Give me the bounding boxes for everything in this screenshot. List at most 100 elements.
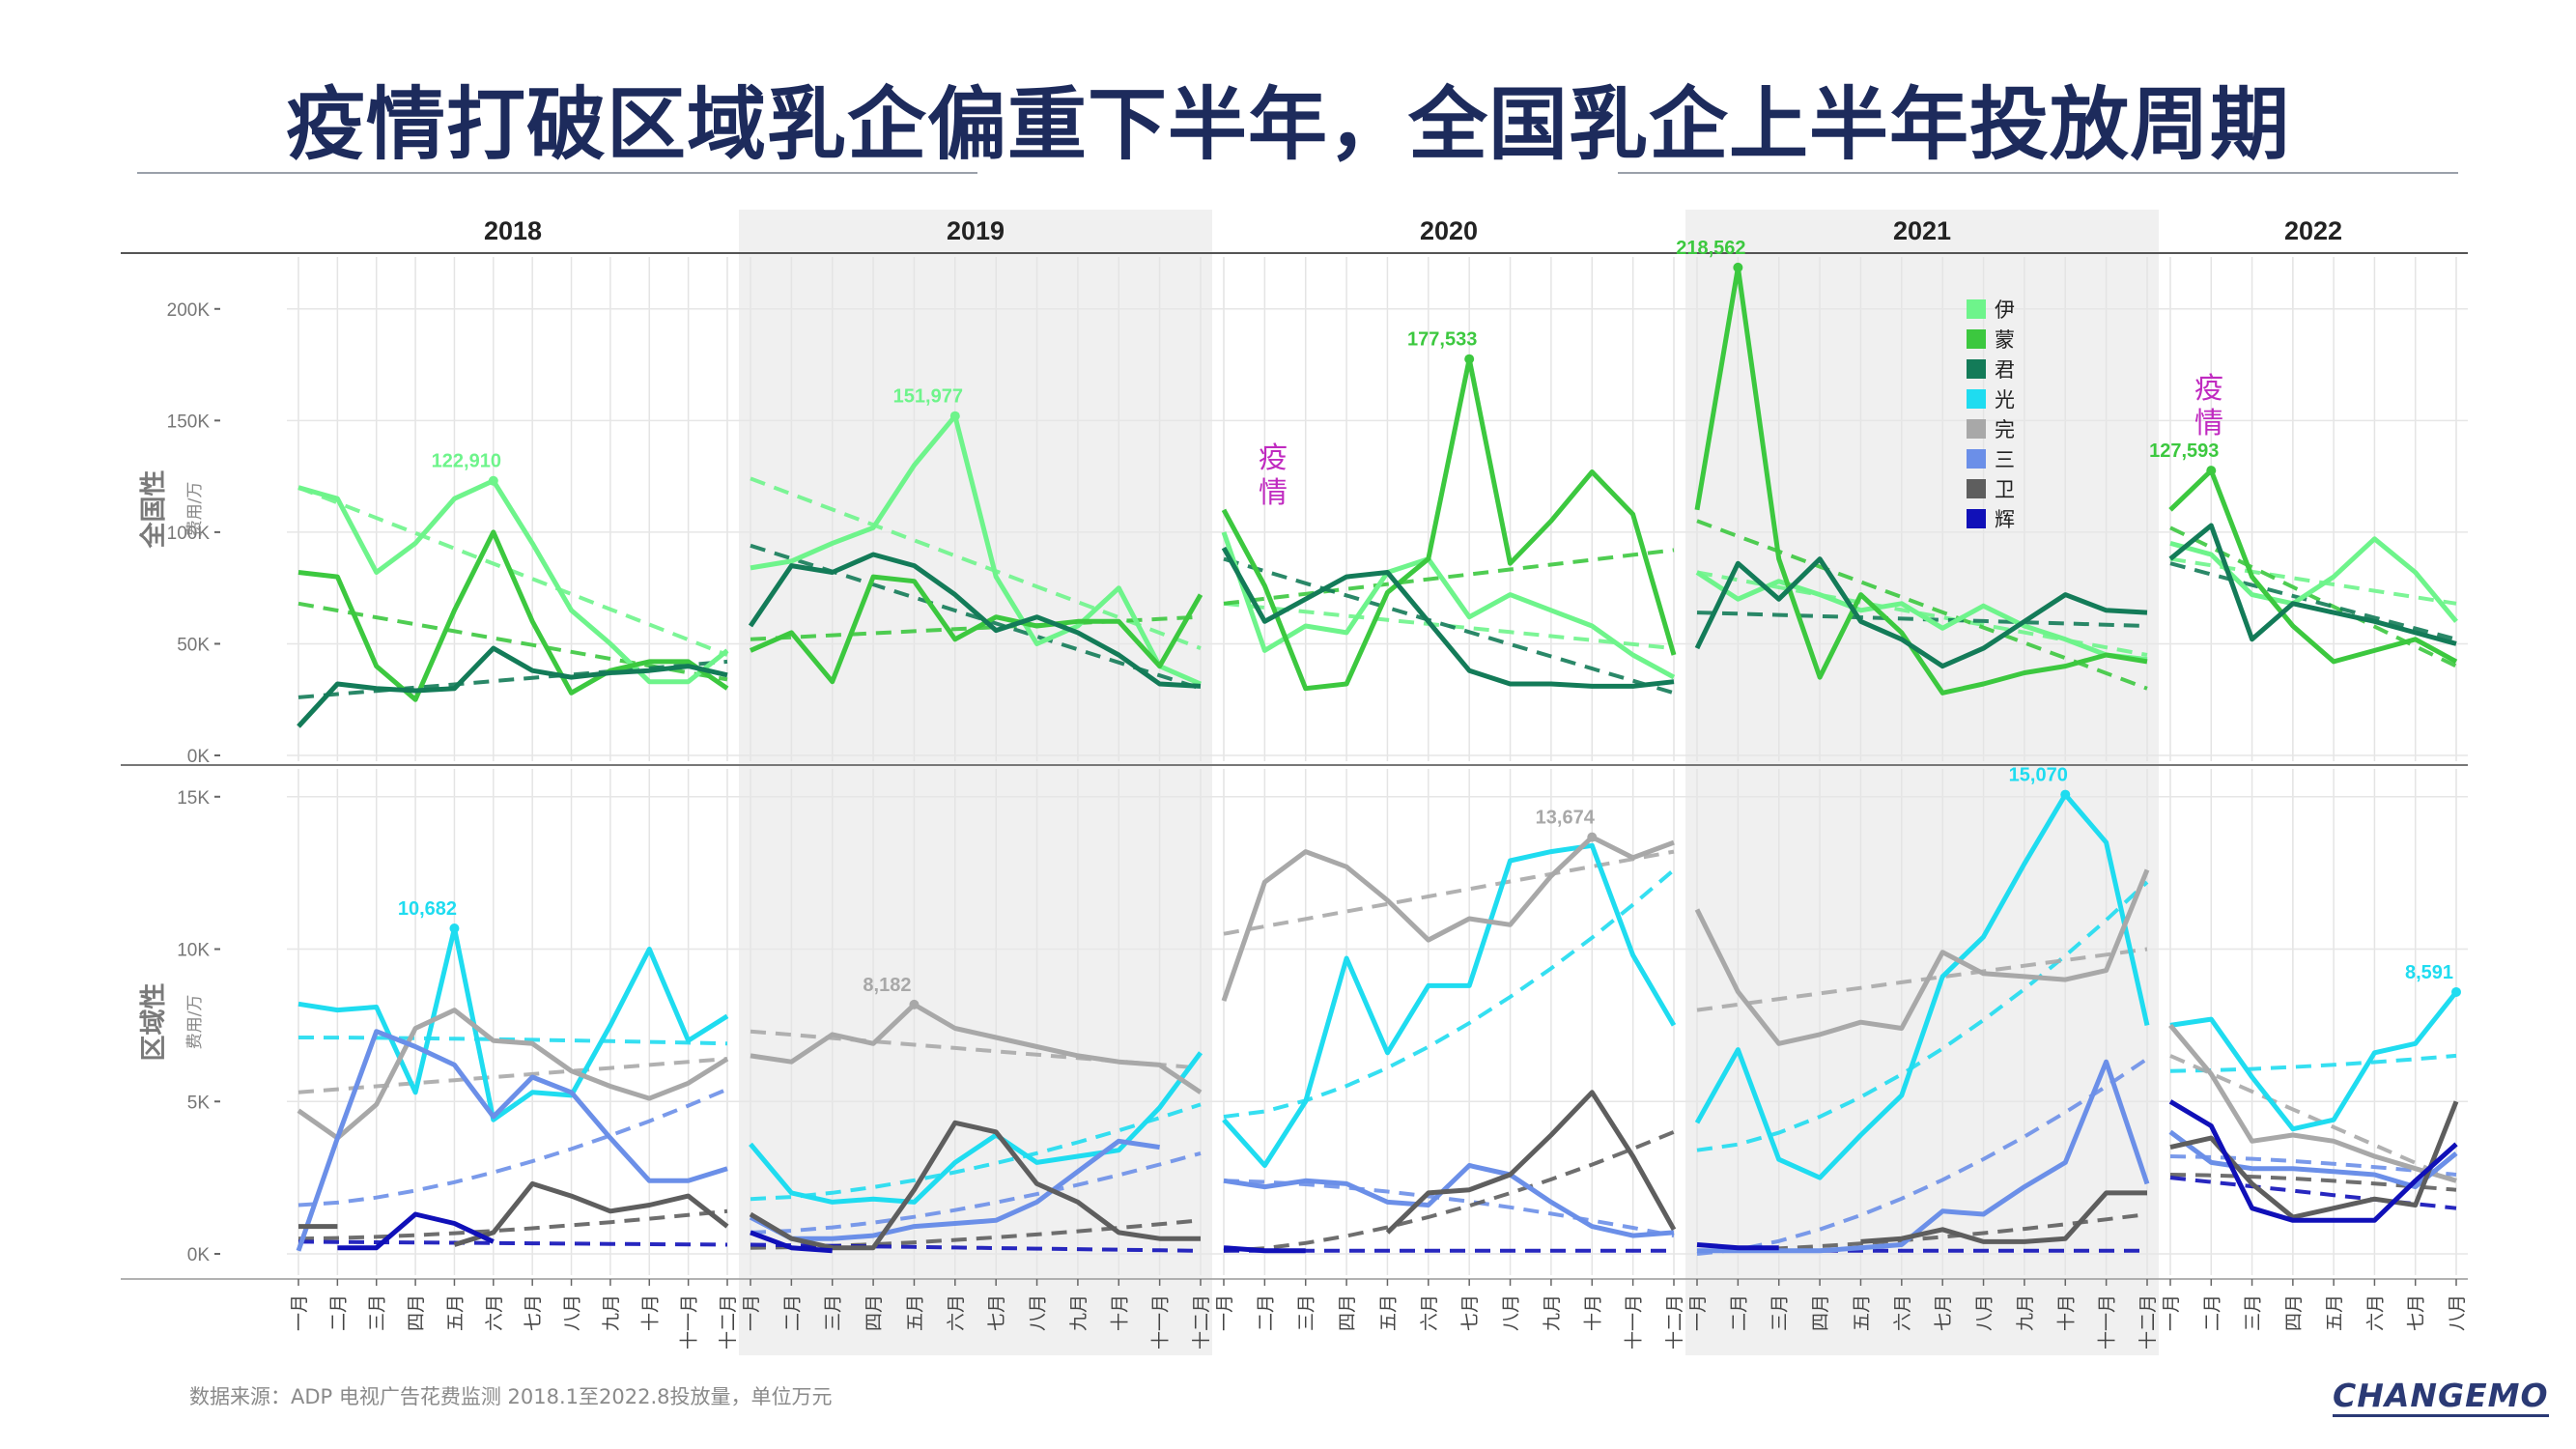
x-tick-label: 十月 bbox=[2055, 1294, 2077, 1331]
x-tick-label: 二月 bbox=[1728, 1294, 1749, 1331]
peak-label: 10,682 bbox=[398, 898, 457, 920]
series-line-光-2020 bbox=[1222, 842, 1677, 1168]
series-line-完-2018 bbox=[297, 1008, 729, 1141]
title-wrap: 疫情打破区域乳企偏重下半年，全国乳企上半年投放周期 bbox=[0, 60, 2576, 175]
y-tick-label: 0K bbox=[187, 747, 211, 767]
x-tick-label: 六月 bbox=[2364, 1294, 2386, 1331]
series-line-完-2020 bbox=[1221, 835, 1675, 1002]
facet-year-label-2018: 2018 bbox=[484, 216, 542, 245]
y-tick-label: 0K bbox=[187, 1245, 211, 1265]
x-tick-label: 十月 bbox=[1109, 1294, 1130, 1331]
x-tick-label: 三月 bbox=[367, 1294, 388, 1331]
series-line-卫-2020 bbox=[1385, 1090, 1677, 1235]
legend-swatch-伊 bbox=[1967, 299, 1986, 319]
facet-year-label-2019: 2019 bbox=[947, 216, 1005, 245]
legend-label-三: 三 bbox=[1995, 448, 2015, 471]
series-line-卫-2019 bbox=[749, 1120, 1201, 1251]
x-tick-label: 十二月 bbox=[1664, 1294, 1685, 1350]
trend-line-三-2021 bbox=[1696, 1057, 2149, 1256]
x-tick-label: 四月 bbox=[406, 1294, 427, 1331]
x-tick-label: 十一月 bbox=[1150, 1294, 1172, 1350]
trend-line-光-2018 bbox=[297, 1036, 728, 1046]
x-tick-label: 二月 bbox=[1255, 1294, 1276, 1331]
peak-label: 15,070 bbox=[2009, 765, 2068, 786]
note-char-1: 疫 bbox=[2194, 372, 2223, 406]
peak-label: 151,977 bbox=[893, 386, 963, 408]
series-line-伊-2022 bbox=[2169, 536, 2458, 623]
trend-line-卫-2018 bbox=[297, 1208, 728, 1241]
y-tick-label: 10K bbox=[177, 941, 210, 961]
panel-unit-0: 费用/万 bbox=[185, 482, 205, 537]
series-line-辉-2022 bbox=[2168, 1099, 2458, 1223]
series-line-君-2021 bbox=[1694, 556, 2148, 669]
x-tick-label: 一月 bbox=[1687, 1294, 1709, 1331]
series-line-蒙-2020 bbox=[1221, 356, 1677, 692]
title-rule-left bbox=[137, 172, 977, 174]
trend-line-蒙-2021 bbox=[1696, 519, 2148, 691]
x-tick-label: 十二月 bbox=[2137, 1294, 2159, 1350]
page-title: 疫情打破区域乳企偏重下半年，全国乳企上半年投放周期 bbox=[285, 79, 2290, 171]
peak-label: 13,674 bbox=[1536, 808, 1596, 829]
x-tick-label: 一月 bbox=[289, 1294, 310, 1331]
trend-line-伊-2022 bbox=[2169, 556, 2457, 606]
x-tick-label: 六月 bbox=[946, 1294, 967, 1331]
x-tick-label: 三月 bbox=[1296, 1294, 1317, 1331]
x-tick-label: 五月 bbox=[444, 1294, 466, 1331]
trend-line-光-2020 bbox=[1223, 867, 1676, 1119]
series-line-三-2021 bbox=[1697, 1059, 2150, 1254]
series-line-辉-2018 bbox=[337, 1211, 495, 1251]
x-tick-label: 八月 bbox=[1501, 1294, 1522, 1331]
facet-year-label-2020: 2020 bbox=[1420, 216, 1478, 245]
series-line-完-2021 bbox=[1694, 868, 2150, 1046]
x-tick-label: 七月 bbox=[1933, 1294, 1954, 1331]
peak-point bbox=[909, 999, 920, 1009]
x-tick-label: 五月 bbox=[1851, 1294, 1872, 1331]
legend-label-光: 光 bbox=[1995, 388, 2015, 412]
series-line-卫-2018 bbox=[453, 1180, 729, 1247]
x-tick-label: 四月 bbox=[1810, 1294, 1831, 1331]
peak-label: 8,182 bbox=[863, 975, 911, 996]
x-tick-label: 七月 bbox=[523, 1294, 544, 1331]
peak-point bbox=[949, 411, 960, 421]
source-note: 数据来源：ADP 电视广告花费监测 2018.1至2022.8投放量，单位万元 bbox=[189, 1385, 833, 1408]
x-tick-label: 五月 bbox=[1377, 1294, 1399, 1331]
series-line-君-2019 bbox=[748, 552, 1202, 689]
trend-line-三-2020 bbox=[1223, 1179, 1675, 1238]
x-tick-label: 六月 bbox=[1419, 1294, 1440, 1331]
series-line-伊-2021 bbox=[1695, 570, 2148, 663]
legend-label-蒙: 蒙 bbox=[1995, 328, 2015, 352]
series-line-三-2019 bbox=[749, 1138, 1160, 1241]
series-line-完-2022 bbox=[2168, 1023, 2457, 1183]
series-line-君-2018 bbox=[297, 645, 728, 728]
trend-line-伊-2019 bbox=[750, 476, 1202, 650]
peak-point bbox=[2060, 789, 2071, 800]
legend-label-伊: 伊 bbox=[1995, 298, 2015, 322]
x-tick-label: 十月 bbox=[639, 1294, 661, 1331]
trend-line-君-2022 bbox=[2169, 561, 2457, 641]
peak-point bbox=[1733, 262, 1743, 272]
series-line-卫-2022 bbox=[2169, 1100, 2459, 1220]
x-tick-label: 七月 bbox=[986, 1294, 1007, 1331]
trend-line-辉-2018 bbox=[297, 1239, 728, 1247]
x-tick-label: 十月 bbox=[1582, 1294, 1603, 1331]
series-line-三-2018 bbox=[296, 1029, 728, 1252]
panel-unit-1: 费用/万 bbox=[185, 995, 205, 1050]
series-line-伊-2019 bbox=[750, 413, 1202, 687]
series-line-伊-2020 bbox=[1221, 531, 1676, 680]
peak-point bbox=[488, 475, 498, 486]
x-tick-label: 二月 bbox=[781, 1294, 803, 1331]
peak-label: 127,593 bbox=[2149, 440, 2219, 462]
series-line-辉-2021 bbox=[1696, 1242, 1779, 1251]
legend-swatch-光 bbox=[1967, 389, 1986, 409]
trend-line-卫-2020 bbox=[1223, 1129, 1675, 1253]
panel-label-0: 全国性 bbox=[138, 470, 169, 550]
series-line-光-2022 bbox=[2169, 990, 2458, 1132]
series-line-伊-2018 bbox=[297, 478, 729, 685]
x-tick-label: 四月 bbox=[863, 1294, 885, 1331]
series-line-蒙-2019 bbox=[750, 574, 1203, 685]
trend-line-三-2022 bbox=[2169, 1154, 2457, 1177]
series-line-完-2019 bbox=[750, 1002, 1203, 1094]
legend-label-辉: 辉 bbox=[1995, 508, 2015, 531]
x-tick-label: 三月 bbox=[1769, 1294, 1791, 1331]
